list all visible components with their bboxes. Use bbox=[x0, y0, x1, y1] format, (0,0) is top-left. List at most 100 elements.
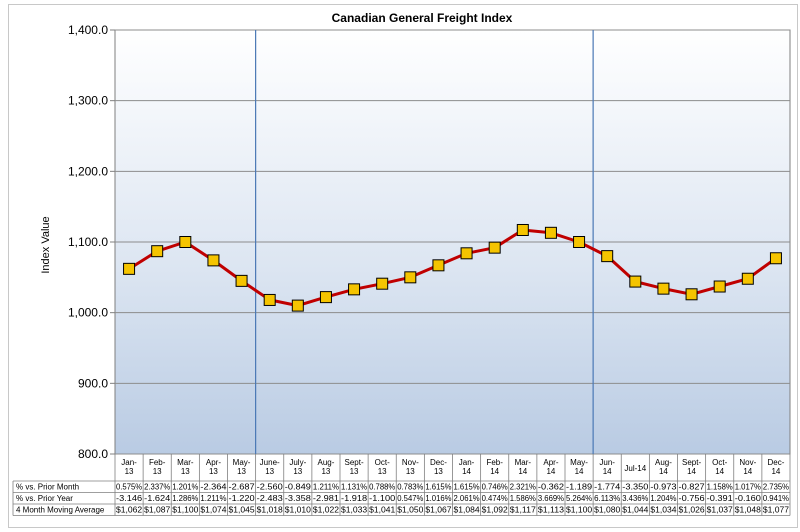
table-cell: -1.774 bbox=[594, 483, 621, 492]
table-cell: -2.560 bbox=[257, 483, 284, 492]
data-point bbox=[348, 283, 361, 296]
table-row-label: % vs. Prior Year bbox=[16, 494, 73, 503]
table-cell: -0.849 bbox=[285, 483, 312, 492]
table-cell: -1.100 bbox=[369, 494, 396, 503]
x-tick-label-line: 13 bbox=[181, 467, 190, 476]
table-cell: $1,018 bbox=[257, 506, 284, 515]
x-tick-label: Apr-13 bbox=[206, 458, 221, 476]
x-tick-label-line: 13 bbox=[125, 467, 134, 476]
x-tick-label-line: 13 bbox=[209, 467, 218, 476]
table-cell: 1.158% bbox=[707, 483, 733, 492]
x-tick-label: Aug-14 bbox=[655, 458, 672, 476]
table-cell: $1,117 bbox=[510, 506, 537, 515]
x-tick-label: Feb-13 bbox=[149, 458, 166, 476]
data-point bbox=[207, 254, 220, 267]
x-tick-label-line: Oct- bbox=[712, 458, 727, 467]
x-tick-label: Oct-14 bbox=[712, 458, 727, 476]
x-tick-label-line: 14 bbox=[715, 467, 724, 476]
x-tick-label: Sept-14 bbox=[682, 458, 701, 476]
data-point bbox=[179, 236, 192, 248]
table-cell: -0.973 bbox=[650, 483, 677, 492]
table-cell: $1,010 bbox=[285, 506, 312, 515]
table-cell: $1,041 bbox=[369, 506, 396, 515]
x-tick-label-line: 14 bbox=[743, 467, 752, 476]
data-point bbox=[235, 274, 248, 287]
x-tick-label: Jun-14 bbox=[599, 458, 615, 476]
x-tick-label-line: Nov- bbox=[739, 458, 756, 467]
table-cell: -1.918 bbox=[341, 494, 368, 503]
table-cell: -2.364 bbox=[200, 483, 227, 492]
y-tick-label: 1,200.0 bbox=[68, 164, 108, 178]
x-tick-label-line: 14 bbox=[490, 467, 499, 476]
x-tick-label-line: 14 bbox=[771, 467, 780, 476]
x-tick-label-line: Nov- bbox=[402, 458, 419, 467]
table-cell: -2.981 bbox=[313, 494, 340, 503]
table-cell: $1,074 bbox=[200, 506, 227, 515]
x-tick-label-line: 13 bbox=[350, 467, 359, 476]
table-row-label: 4 Month Moving Average bbox=[16, 506, 105, 515]
x-tick-label-line: Sept- bbox=[345, 458, 364, 467]
table-cell: $1,087 bbox=[144, 506, 171, 515]
table-cell: $1,092 bbox=[482, 506, 509, 515]
table-cell: 2.735% bbox=[763, 483, 789, 492]
table-cell: 1.201% bbox=[172, 483, 198, 492]
table-cell: 6.113% bbox=[594, 494, 620, 503]
table-cell: $1,026 bbox=[679, 506, 706, 515]
table-cell: $1,080 bbox=[594, 506, 621, 515]
x-tick-label-line: May- bbox=[570, 458, 588, 467]
table-cell: 0.941% bbox=[763, 494, 789, 503]
data-point bbox=[544, 226, 557, 239]
x-tick-label-line: Mar- bbox=[515, 458, 532, 467]
table-cell: $1,033 bbox=[341, 506, 368, 515]
table-cell: 0.474% bbox=[482, 494, 508, 503]
x-tick-label-line: Mar- bbox=[177, 458, 194, 467]
table-cell: -0.391 bbox=[707, 494, 734, 503]
table-cell: 1.211% bbox=[200, 494, 226, 503]
table-cell: $1,100 bbox=[172, 506, 199, 515]
table-cell: 1.204% bbox=[650, 494, 676, 503]
x-tick-label-line: Aug- bbox=[317, 458, 334, 467]
x-tick-label-line: 13 bbox=[293, 467, 302, 476]
table-cell: $1,113 bbox=[538, 506, 565, 515]
data-point bbox=[123, 262, 136, 275]
x-tick-label-line: Dec- bbox=[767, 458, 784, 467]
x-tick-label-line: 14 bbox=[518, 467, 527, 476]
data-point bbox=[685, 288, 698, 301]
x-tick-label: Dec-14 bbox=[767, 458, 784, 476]
x-tick-label: Jul-14 bbox=[624, 464, 646, 473]
table-cell: $1,067 bbox=[425, 506, 452, 515]
x-tick-label-line: Jan- bbox=[459, 458, 475, 467]
x-tick-label-line: 13 bbox=[153, 467, 162, 476]
table-cell: -0.362 bbox=[538, 483, 565, 492]
y-tick-label: 1,300.0 bbox=[68, 94, 108, 108]
table-cell: $1,048 bbox=[735, 506, 762, 515]
table-cell: $1,077 bbox=[763, 506, 790, 515]
data-point bbox=[319, 291, 332, 304]
x-tick-label: May-13 bbox=[233, 458, 251, 476]
x-tick-label-line: Aug- bbox=[655, 458, 672, 467]
x-tick-label-line: Sept- bbox=[682, 458, 701, 467]
x-tick-label-line: 14 bbox=[659, 467, 668, 476]
y-tick-label: 1,100.0 bbox=[68, 235, 108, 249]
x-tick-label-line: Oct- bbox=[375, 458, 390, 467]
table-cell: $1,037 bbox=[707, 506, 734, 515]
table-cell: 0.783% bbox=[397, 483, 423, 492]
x-tick-label: May-14 bbox=[570, 458, 588, 476]
x-tick-label-line: June- bbox=[260, 458, 280, 467]
data-point bbox=[151, 245, 164, 258]
data-point bbox=[601, 250, 614, 263]
table-cell: $1,062 bbox=[116, 506, 143, 515]
x-tick-label: Mar-14 bbox=[515, 458, 532, 476]
x-tick-label-line: Feb- bbox=[486, 458, 503, 467]
data-point bbox=[516, 223, 529, 236]
table-cell: 0.788% bbox=[369, 483, 395, 492]
y-axis-label: Index Value bbox=[40, 216, 52, 273]
x-tick-label: Jan-13 bbox=[121, 458, 137, 476]
table-cell: 0.575% bbox=[116, 483, 142, 492]
x-tick-label-line: Jan- bbox=[121, 458, 137, 467]
table-cell: 1.286% bbox=[172, 494, 198, 503]
x-tick-label-line: 14 bbox=[462, 467, 471, 476]
table-cell: $1,034 bbox=[650, 506, 677, 515]
y-tick-label: 1,000.0 bbox=[68, 306, 108, 320]
table-cell: -0.160 bbox=[735, 494, 762, 503]
